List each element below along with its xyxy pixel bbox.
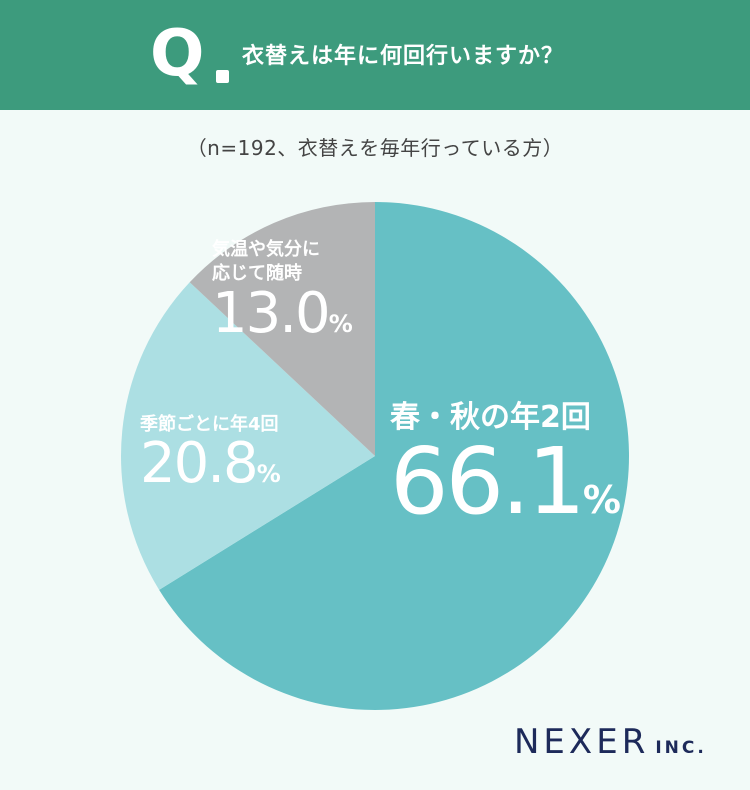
q-mark: Q (150, 17, 205, 91)
header-banner: Q 衣替えは年に何回行いますか？ (0, 0, 750, 110)
slice-unit-seasonal: % (256, 460, 281, 488)
slice-value-biannual: 66.1 (390, 428, 586, 535)
slice-category-as-needed: 気温や気分に 応じて随時 (212, 239, 320, 284)
slice-seasonal (120, 282, 375, 590)
slice-value-seasonal: 20.8 (140, 431, 259, 496)
slice-unit-as-needed: % (328, 310, 353, 338)
nexer-logo: NEXER INC. (514, 722, 707, 762)
slice-value-as-needed: 13.0 (212, 281, 331, 346)
question-title: 衣替えは年に何回行いますか？ (242, 44, 565, 69)
logo-main: NEXER (514, 722, 650, 762)
slice-as-needed (189, 202, 375, 456)
q-dot-icon (216, 70, 229, 83)
slice-unit-biannual: % (582, 478, 621, 522)
slice-category-seasonal: 季節ごとに年4回 (140, 414, 279, 435)
slice-label-seasonal: 季節ごとに年4回 20.8% (140, 410, 281, 492)
logo-sub: INC. (655, 738, 707, 758)
slice-label-biannual: 春・秋の年2回 66.1% (390, 392, 621, 528)
slice-biannual (159, 202, 629, 711)
slice-category-biannual: 春・秋の年2回 (390, 400, 591, 435)
sample-note: （n=192、衣替えを毎年行っている方） (186, 136, 564, 160)
slice-label-as-needed: 気温や気分に 応じて随時 13.0% (212, 238, 353, 342)
